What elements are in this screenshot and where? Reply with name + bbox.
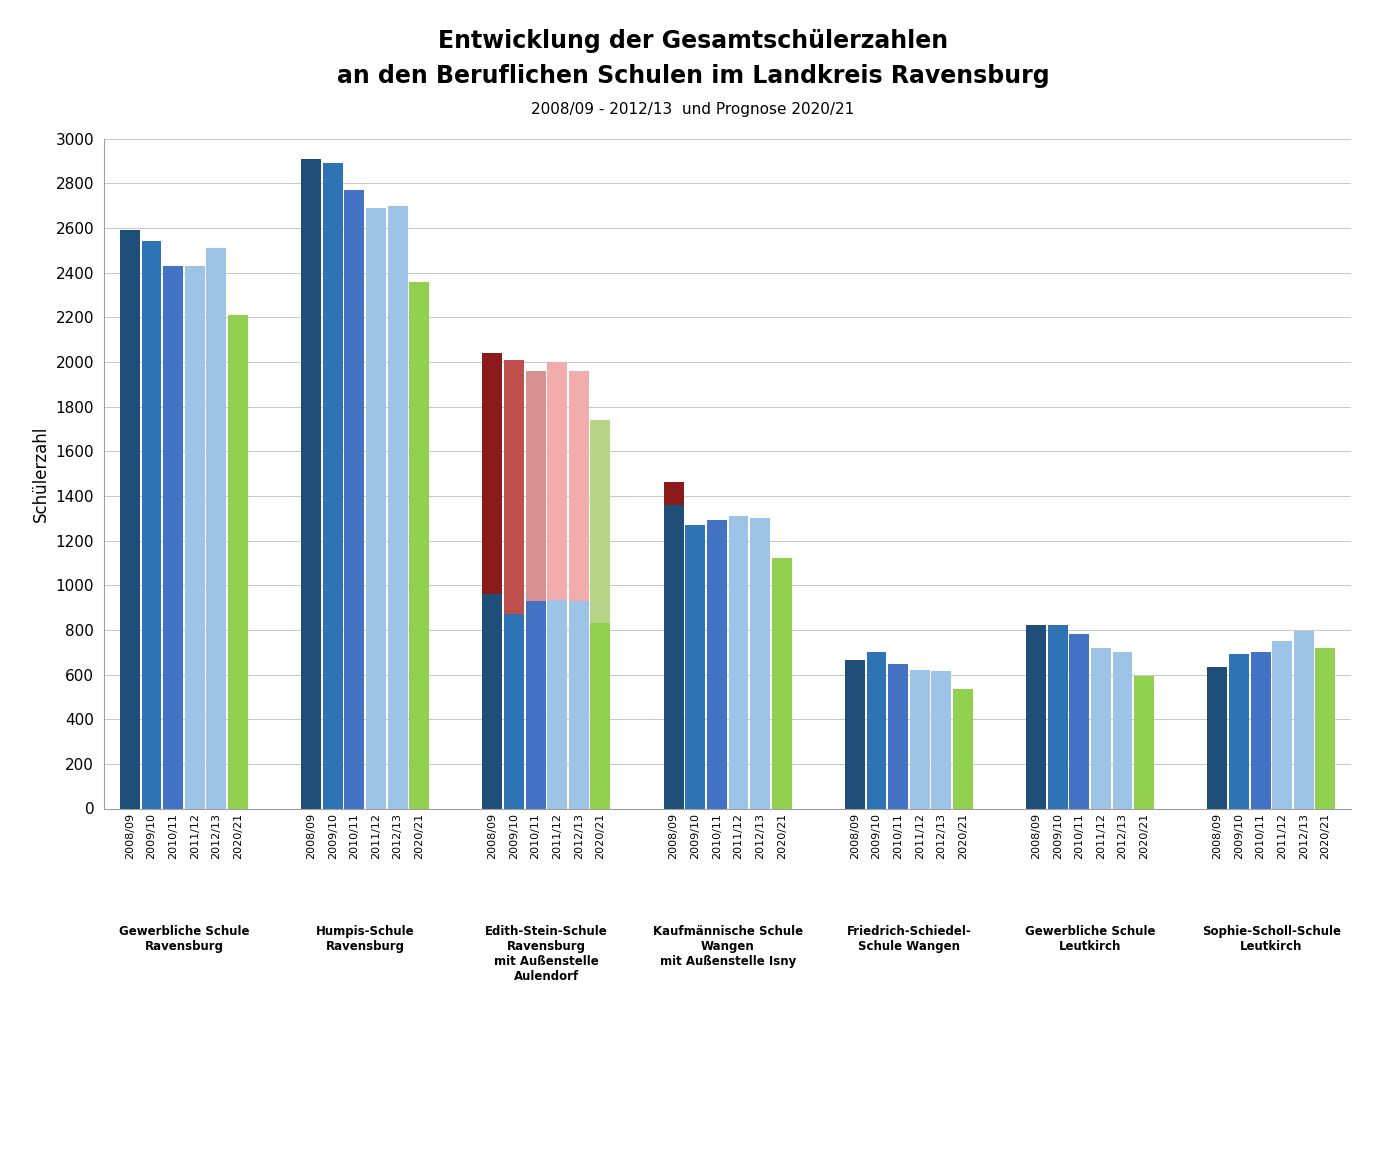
Bar: [1048, 625, 1067, 808]
Text: Friedrich-Schiedel-
Schule Wangen: Friedrich-Schiedel- Schule Wangen: [847, 925, 972, 953]
Text: Gewerbliche Schule
Leutkirch: Gewerbliche Schule Leutkirch: [1024, 925, 1156, 953]
Bar: [664, 483, 683, 505]
Text: an den Beruflichen Schulen im Landkreis Ravensburg: an den Beruflichen Schulen im Landkreis …: [337, 64, 1049, 88]
Text: 2008/09 - 2012/13  und Prognose 2020/21: 2008/09 - 2012/13 und Prognose 2020/21: [531, 102, 855, 117]
Bar: [1295, 631, 1314, 808]
Bar: [888, 664, 908, 808]
Bar: [388, 206, 407, 808]
Text: Kaufmännische Schule
Wangen
mit Außenstelle Isny: Kaufmännische Schule Wangen mit Außenste…: [653, 925, 802, 968]
Bar: [590, 420, 610, 624]
Bar: [772, 558, 791, 808]
Bar: [482, 594, 502, 808]
Bar: [505, 614, 524, 808]
Bar: [164, 266, 183, 808]
Bar: [207, 248, 226, 808]
Bar: [1315, 648, 1335, 808]
Text: Entwicklung der Gesamtschülerzahlen: Entwicklung der Gesamtschülerzahlen: [438, 29, 948, 53]
Bar: [141, 241, 161, 808]
Bar: [323, 163, 342, 808]
Bar: [729, 516, 748, 808]
Bar: [229, 315, 248, 808]
Bar: [525, 371, 546, 601]
Bar: [1272, 641, 1292, 808]
Bar: [707, 521, 726, 808]
Bar: [1229, 655, 1249, 808]
Bar: [845, 660, 865, 808]
Bar: [866, 653, 887, 808]
Y-axis label: Schülerzahl: Schülerzahl: [32, 425, 50, 522]
Bar: [1134, 676, 1155, 808]
Bar: [547, 599, 567, 808]
Bar: [1113, 653, 1132, 808]
Bar: [409, 282, 430, 808]
Bar: [1070, 634, 1089, 808]
Bar: [750, 519, 771, 808]
Bar: [1091, 648, 1112, 808]
Text: Edith-Stein-Schule
Ravensburg
mit Außenstelle
Aulendorf: Edith-Stein-Schule Ravensburg mit Außens…: [485, 925, 608, 983]
Bar: [366, 208, 385, 808]
Bar: [568, 371, 589, 601]
Bar: [590, 624, 610, 808]
Bar: [344, 189, 365, 808]
Bar: [685, 524, 705, 808]
Bar: [184, 266, 205, 808]
Text: Sophie-Scholl-Schule
Leutkirch: Sophie-Scholl-Schule Leutkirch: [1202, 925, 1340, 953]
Bar: [505, 359, 524, 614]
Bar: [1250, 653, 1271, 808]
Bar: [121, 230, 140, 808]
Bar: [1026, 625, 1046, 808]
Bar: [301, 158, 322, 808]
Bar: [664, 505, 683, 808]
Bar: [482, 353, 502, 594]
Text: Humpis-Schule
Ravensburg: Humpis-Schule Ravensburg: [316, 925, 414, 953]
Bar: [931, 671, 951, 808]
Bar: [568, 601, 589, 808]
Bar: [547, 362, 567, 599]
Text: Gewerbliche Schule
Ravensburg: Gewerbliche Schule Ravensburg: [119, 925, 249, 953]
Bar: [1207, 666, 1227, 808]
Bar: [954, 690, 973, 808]
Bar: [909, 670, 930, 808]
Bar: [525, 601, 546, 808]
